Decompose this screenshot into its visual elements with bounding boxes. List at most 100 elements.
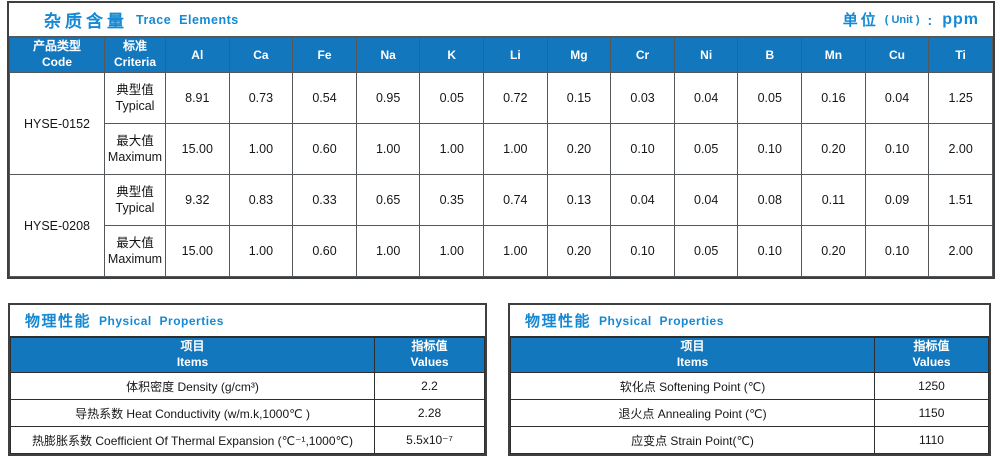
table-row-density: 体积密度 Density (g/cm³) 2.2	[10, 372, 485, 400]
unit-label-en: ( Unit )	[884, 13, 920, 26]
value-cell: 1.00	[355, 123, 421, 175]
value-cell: 1.00	[419, 123, 485, 175]
col-header-product-en: Code	[42, 55, 72, 69]
col-header-items: 项目 Items	[510, 337, 875, 373]
value-cell: 0.10	[737, 225, 803, 277]
unit-annotation: 单位 ( Unit ) : ppm	[843, 9, 979, 30]
col-header-items-zh: 项目	[180, 339, 205, 354]
value-cell: 0.04	[673, 174, 739, 226]
value-cell: 1110	[874, 426, 989, 454]
value-cell: 15.00	[165, 123, 230, 175]
value-cell: 1.51	[928, 174, 993, 226]
value-cell: 0.10	[610, 123, 675, 175]
table-row-hyse0208-maximum: 最大值 Maximum 15.00 1.00 0.60 1.00 1.00 1.…	[10, 225, 993, 277]
product-code-cell: HYSE-0152	[9, 72, 105, 175]
col-header-element-mg: Mg	[546, 37, 612, 73]
col-header-element-mn: Mn	[801, 37, 866, 73]
physical-left-table: 项目 Items 指标值 Values 体积密度 Density (g/cm³)…	[10, 337, 485, 454]
col-header-product-code: 产品类型 Code	[9, 37, 105, 73]
table-row-strain-point: 应变点 Strain Point(℃) 1110	[510, 426, 989, 454]
value-cell: 15.00	[165, 225, 230, 277]
value-cell: 2.00	[928, 225, 993, 277]
unit-colon: :	[927, 11, 933, 28]
value-cell: 0.10	[610, 225, 675, 277]
col-header-items: 项目 Items	[10, 337, 375, 373]
value-cell: 0.60	[292, 225, 357, 277]
col-header-element-k: K	[419, 37, 485, 73]
physical-right-header-row: 项目 Items 指标值 Values	[510, 337, 989, 373]
trace-elements-titlebar: 杂质含量 Trace Elements 单位 ( Unit ) : ppm	[9, 3, 993, 37]
col-header-element-cu: Cu	[864, 37, 930, 73]
physical-right-table: 项目 Items 指标值 Values 软化点 Softening Point …	[510, 337, 989, 454]
physical-right-titlebar: 物理性能 Physical Properties	[510, 305, 989, 337]
col-header-element-na: Na	[355, 37, 421, 73]
col-header-values: 指标值 Values	[874, 337, 989, 373]
item-cell: 热膨胀系数 Coefficient Of Thermal Expansion (…	[10, 426, 375, 454]
value-cell: 1.00	[355, 225, 421, 277]
value-cell: 0.05	[737, 72, 803, 124]
col-header-element-ti: Ti	[928, 37, 993, 73]
col-header-element-al: Al	[165, 37, 230, 73]
value-cell: 0.04	[610, 174, 675, 226]
physical-left-title-en: Physical Properties	[99, 313, 224, 328]
value-cell: 1.00	[483, 123, 548, 175]
value-cell: 0.13	[546, 174, 612, 226]
value-cell: 8.91	[165, 72, 230, 124]
value-cell: 0.05	[419, 72, 485, 124]
unit-label-zh: 单位	[842, 12, 879, 29]
item-cell: 退火点 Annealing Point (℃)	[510, 399, 875, 427]
value-cell: 0.04	[864, 72, 930, 124]
value-cell: 1.00	[228, 123, 294, 175]
physical-left-title-zh: 物理性能	[25, 313, 92, 330]
criteria-zh: 典型值	[116, 82, 154, 97]
value-cell: 0.72	[483, 72, 548, 124]
physical-left-titlebar: 物理性能 Physical Properties	[10, 305, 485, 337]
table-row-hyse0152-maximum: 最大值 Maximum 15.00 1.00 0.60 1.00 1.00 1.…	[10, 123, 993, 175]
value-cell: 0.08	[737, 174, 803, 226]
trace-title-zh: 杂质含量	[44, 12, 128, 31]
col-header-values-en: Values	[912, 355, 951, 369]
criteria-en: Typical	[115, 201, 155, 215]
value-cell: 0.05	[673, 123, 739, 175]
value-cell: 0.60	[292, 123, 357, 175]
value-cell: 0.20	[546, 123, 612, 175]
table-row-softening-point: 软化点 Softening Point (℃) 1250	[510, 372, 989, 400]
value-cell: 0.09	[864, 174, 930, 226]
value-cell: 0.33	[292, 174, 357, 226]
criteria-cell: 典型值 Typical	[104, 72, 166, 124]
col-header-element-li: Li	[483, 37, 548, 73]
col-header-criteria-zh: 标准	[122, 39, 147, 54]
col-header-element-cr: Cr	[610, 37, 675, 73]
col-header-element-ni: Ni	[673, 37, 739, 73]
value-cell: 1.00	[483, 225, 548, 277]
value-cell: 2.00	[928, 123, 993, 175]
item-cell: 软化点 Softening Point (℃)	[510, 372, 875, 400]
value-cell: 1150	[874, 399, 989, 427]
value-cell: 1.00	[419, 225, 485, 277]
table-row-heat-conductivity: 导热系数 Heat Conductivity (w/m.k,1000℃ ) 2.…	[10, 399, 485, 427]
col-header-element-ca: Ca	[228, 37, 294, 73]
value-cell: 1.25	[928, 72, 993, 124]
trace-header-row: 产品类型 Code 标准 Criteria Al Ca Fe Na K Li M…	[9, 37, 993, 73]
physical-properties-left-panel: 物理性能 Physical Properties 项目 Items 指标值 Va…	[8, 303, 487, 456]
value-cell: 0.03	[610, 72, 675, 124]
col-header-values-zh: 指标值	[411, 339, 448, 354]
trace-elements-table: 产品类型 Code 标准 Criteria Al Ca Fe Na K Li M…	[9, 37, 993, 277]
value-cell: 0.10	[864, 225, 930, 277]
col-header-product-zh: 产品类型	[32, 39, 81, 54]
table-row-hyse0152-typical: HYSE-0152 典型值 Typical 8.91 0.73 0.54 0.9…	[9, 72, 993, 175]
criteria-cell: 最大值 Maximum	[104, 123, 166, 175]
value-cell: 0.74	[483, 174, 548, 226]
col-header-values-en: Values	[410, 355, 449, 369]
criteria-zh: 最大值	[116, 235, 154, 250]
physical-properties-right-panel: 物理性能 Physical Properties 项目 Items 指标值 Va…	[508, 303, 991, 456]
item-cell: 应变点 Strain Point(℃)	[510, 426, 875, 454]
table-row-annealing-point: 退火点 Annealing Point (℃) 1150	[510, 399, 989, 427]
value-cell: 0.15	[546, 72, 612, 124]
value-cell: 0.65	[355, 174, 421, 226]
item-cell: 导热系数 Heat Conductivity (w/m.k,1000℃ )	[10, 399, 375, 427]
col-header-values-zh: 指标值	[913, 339, 950, 354]
value-cell: 0.35	[419, 174, 485, 226]
criteria-zh: 最大值	[116, 133, 154, 148]
col-header-items-en: Items	[176, 355, 209, 369]
